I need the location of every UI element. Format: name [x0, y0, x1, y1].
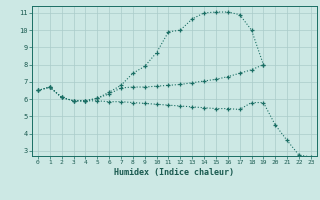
- X-axis label: Humidex (Indice chaleur): Humidex (Indice chaleur): [115, 168, 234, 177]
